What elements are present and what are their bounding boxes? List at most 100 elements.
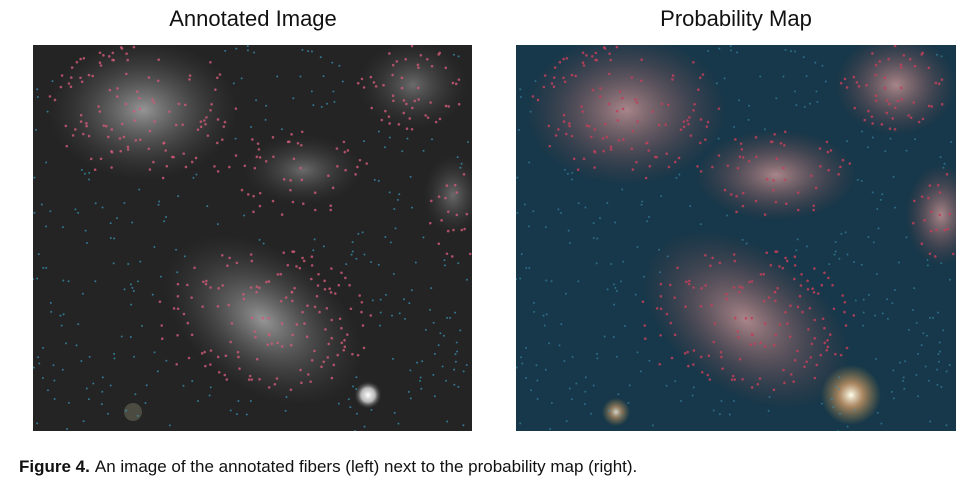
annotation-dot bbox=[453, 368, 456, 371]
annotation-dot bbox=[893, 289, 896, 292]
annotation-dot bbox=[935, 228, 938, 232]
annotation-dot bbox=[388, 52, 391, 55]
annotation-dot bbox=[328, 287, 331, 291]
annotation-dot bbox=[75, 60, 79, 64]
annotation-dot bbox=[400, 76, 404, 80]
annotation-dot bbox=[305, 335, 309, 338]
annotation-dot bbox=[827, 168, 830, 172]
annotation-dot bbox=[188, 74, 192, 77]
annotation-dot bbox=[447, 105, 451, 108]
annotation-dot bbox=[125, 409, 128, 412]
annotation-dot bbox=[451, 81, 455, 85]
annotation-dot bbox=[326, 356, 330, 359]
annotation-dot bbox=[733, 125, 736, 128]
annotation-dot bbox=[913, 287, 916, 290]
annotation-dot bbox=[866, 146, 869, 149]
annotation-dot bbox=[456, 156, 459, 159]
annotation-dot bbox=[659, 271, 662, 274]
annotation-dot bbox=[705, 125, 709, 128]
annotation-dot bbox=[607, 102, 611, 106]
annotation-dot bbox=[648, 215, 651, 218]
annotation-dot bbox=[915, 373, 918, 376]
annotation-dot bbox=[74, 208, 77, 211]
annotation-dot bbox=[256, 142, 260, 145]
annotation-dot bbox=[36, 95, 39, 98]
annotation-dot bbox=[360, 310, 363, 314]
annotation-dot bbox=[230, 322, 234, 325]
annotation-dot bbox=[323, 279, 326, 283]
annotation-dot bbox=[199, 125, 203, 129]
annotation-dot bbox=[109, 384, 112, 387]
annotation-dot bbox=[834, 352, 837, 356]
annotation-dot bbox=[840, 232, 843, 235]
annotation-dot bbox=[344, 168, 347, 172]
annotation-dot bbox=[606, 202, 609, 205]
annotation-dot bbox=[157, 58, 160, 62]
annotation-dot bbox=[641, 300, 645, 303]
annotation-dot bbox=[874, 94, 878, 97]
annotation-dot bbox=[443, 259, 446, 262]
annotation-dot bbox=[826, 345, 830, 349]
annotation-dot bbox=[935, 53, 938, 56]
annotation-dot bbox=[336, 353, 340, 357]
annotation-dot bbox=[238, 367, 241, 370]
annotation-dot bbox=[279, 299, 283, 303]
annotation-dot bbox=[812, 208, 816, 212]
annotation-dot bbox=[721, 367, 724, 370]
annotation-dot bbox=[553, 66, 557, 69]
annotation-dot bbox=[554, 134, 558, 137]
annotation-dot bbox=[80, 360, 83, 363]
annotation-dot bbox=[247, 378, 251, 381]
annotation-dot bbox=[184, 165, 188, 169]
annotation-dot bbox=[299, 368, 302, 372]
annotation-dot bbox=[839, 81, 843, 85]
annotation-dot bbox=[390, 314, 393, 317]
annotation-dot bbox=[115, 95, 119, 98]
annotation-dot bbox=[758, 377, 762, 380]
annotation-dot bbox=[867, 293, 870, 296]
annotation-dot bbox=[424, 114, 427, 117]
annotation-dot bbox=[860, 179, 863, 182]
annotation-dot bbox=[676, 266, 679, 270]
annotation-dot bbox=[83, 172, 86, 175]
annotation-dot bbox=[917, 120, 921, 124]
annotation-dot bbox=[216, 355, 220, 359]
annotation-dot bbox=[647, 149, 650, 152]
annotation-dot bbox=[796, 305, 800, 309]
annotation-dot bbox=[35, 128, 38, 131]
annotation-dot bbox=[199, 120, 203, 123]
annotation-dot bbox=[741, 156, 745, 159]
annotation-dot bbox=[562, 57, 565, 61]
annotation-dot bbox=[926, 259, 929, 262]
annotation-dot bbox=[940, 262, 943, 265]
annotation-dot bbox=[871, 136, 874, 139]
annotation-dot bbox=[768, 396, 771, 399]
annotation-dot bbox=[356, 165, 359, 169]
annotation-dot bbox=[763, 345, 767, 348]
annotation-dot bbox=[865, 83, 868, 87]
annotation-dot bbox=[151, 293, 154, 296]
annotation-dot bbox=[111, 51, 115, 55]
annotation-dot bbox=[755, 155, 758, 159]
annotation-dot bbox=[570, 398, 573, 401]
annotation-dot bbox=[65, 144, 69, 148]
annotation-dot bbox=[703, 138, 707, 141]
annotation-dot bbox=[327, 174, 330, 178]
annotation-dot bbox=[370, 408, 373, 411]
annotation-dot bbox=[81, 292, 84, 295]
annotation-dot bbox=[69, 76, 73, 79]
annotation-dot bbox=[912, 101, 915, 104]
annotation-dot bbox=[331, 61, 334, 64]
annotation-dot bbox=[703, 253, 707, 257]
annotation-dot bbox=[152, 160, 155, 164]
annotation-dot bbox=[914, 138, 917, 141]
annotation-dot bbox=[67, 280, 70, 283]
annotation-dot bbox=[667, 103, 670, 107]
annotation-dot bbox=[713, 322, 717, 325]
annotation-dot bbox=[596, 237, 599, 240]
annotation-dot bbox=[525, 266, 528, 269]
annotation-dot bbox=[330, 318, 334, 322]
annotation-dot bbox=[370, 261, 373, 264]
annotation-dot bbox=[648, 359, 651, 362]
annotation-dot bbox=[640, 58, 643, 62]
